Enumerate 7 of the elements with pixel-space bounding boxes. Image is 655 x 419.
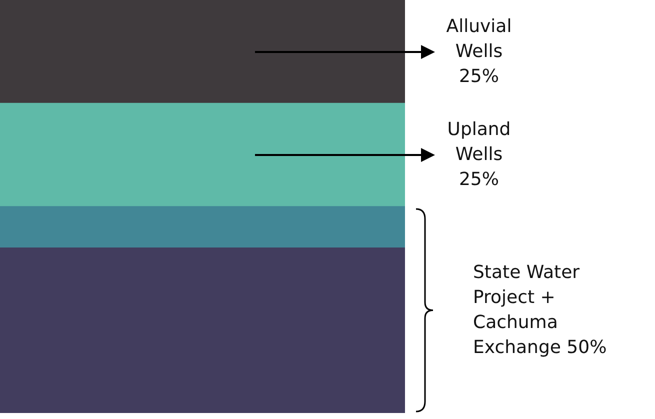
- bar: [0, 102, 405, 207]
- bar: [0, 247, 405, 413]
- text: Upland Wells 25%: [446, 118, 512, 192]
- bar: [0, 0, 405, 104]
- text: Alluvial Wells 25%: [445, 15, 513, 90]
- text: State Water Project + Cachuma Exchange 50%: [473, 260, 608, 360]
- bar: [0, 206, 405, 248]
